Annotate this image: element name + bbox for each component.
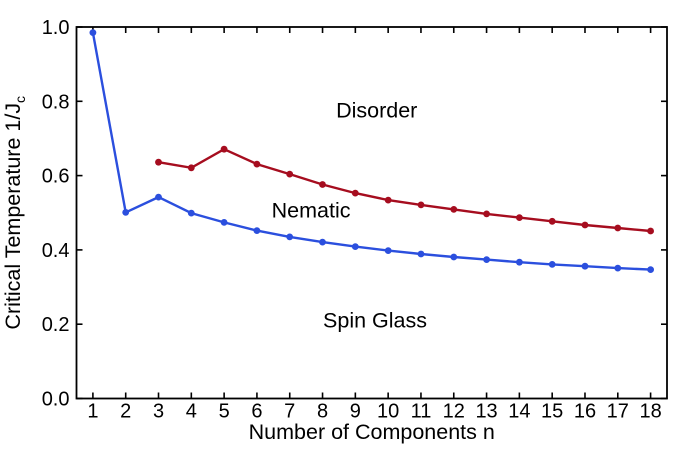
spin-glass-nematic-boundary-point (483, 256, 490, 263)
x-tick-label: 18 (639, 401, 661, 423)
nematic-disorder-boundary-point (155, 158, 162, 166)
spin-glass-nematic-boundary-point (286, 233, 294, 241)
nematic-disorder-boundary-point (548, 217, 556, 225)
spin-glass-nematic-boundary-point (417, 250, 425, 258)
x-tick-label: 5 (219, 401, 230, 423)
x-tick-label: 6 (251, 401, 262, 423)
y-axis-label-subscript: c (12, 96, 28, 103)
spin-glass-nematic-boundary-point (187, 209, 195, 217)
nematic-disorder-boundary-point (581, 221, 589, 229)
spin-glass-nematic-boundary-point (516, 258, 523, 266)
spin-glass-nematic-boundary-point (581, 262, 589, 270)
region-label-nematic: Nematic (272, 199, 351, 223)
nematic-disorder-boundary-point (253, 160, 261, 168)
y-tick-label: 0.2 (42, 314, 70, 336)
spin-glass-nematic-boundary-point (253, 227, 261, 235)
spin-glass-nematic-boundary-point (351, 243, 359, 251)
nematic-disorder-boundary-point (417, 201, 425, 209)
y-axis-label: Critical Temperature 1/Jc (1, 96, 28, 330)
x-tick-label: 12 (443, 401, 465, 423)
spin-glass-nematic-boundary-point (450, 253, 458, 261)
spin-glass-nematic-boundary-point (384, 247, 392, 255)
x-tick-label: 10 (377, 401, 399, 423)
y-tick-label: 1.0 (42, 17, 70, 39)
spin-glass-nematic-boundary-point (220, 219, 228, 226)
nematic-disorder-boundary-point (319, 181, 326, 188)
nematic-disorder-boundary-point (351, 189, 359, 197)
spin-glass-nematic-boundary-point (319, 238, 326, 246)
x-tick-label: 13 (475, 401, 497, 423)
x-tick-label: 1 (87, 401, 98, 423)
x-tick-label: 7 (284, 401, 295, 423)
y-tick-label: 0.6 (42, 166, 70, 188)
nematic-disorder-boundary-point (220, 145, 228, 153)
region-label-spin-glass: Spin Glass (323, 309, 427, 333)
plot-frame (75, 26, 668, 400)
y-tick-label: 0.8 (42, 91, 70, 113)
x-tick-label: 2 (120, 401, 131, 423)
spin-glass-nematic-boundary-point (89, 29, 97, 36)
spin-glass-nematic-boundary-point (647, 266, 654, 273)
nematic-disorder-boundary-point (450, 206, 458, 213)
x-tick-label: 14 (508, 401, 530, 423)
y-tick-label: 0.4 (42, 240, 70, 262)
nematic-disorder-boundary-point (187, 164, 195, 172)
spin-glass-nematic-boundary-point (614, 264, 622, 272)
x-tick-label: 15 (541, 401, 563, 423)
nematic-disorder-boundary-point (384, 196, 392, 204)
nematic-disorder-boundary-point (647, 227, 654, 235)
x-tick-label: 17 (607, 401, 629, 423)
nematic-disorder-boundary-point (286, 170, 294, 178)
x-tick-label: 4 (186, 401, 197, 423)
nematic-disorder-boundary-line (158, 147, 651, 233)
spin-glass-nematic-boundary-point (548, 261, 556, 268)
x-tick-label: 8 (317, 401, 328, 423)
nematic-disorder-boundary-point (483, 210, 490, 218)
nematic-disorder-boundary-point (614, 224, 622, 232)
region-label-disorder: Disorder (336, 98, 417, 122)
x-tick-label: 9 (350, 401, 361, 423)
spin-glass-nematic-boundary-line (91, 32, 651, 271)
x-tick-label: 11 (411, 401, 432, 423)
x-tick-label: 3 (153, 401, 164, 423)
x-tick-label: 16 (574, 401, 596, 423)
x-axis-label: Number of Components n (249, 420, 495, 444)
spin-glass-nematic-boundary-point (122, 209, 130, 216)
y-tick-label: 0.0 (42, 389, 70, 411)
spin-glass-nematic-boundary-point (155, 193, 162, 201)
nematic-disorder-boundary-point (516, 214, 523, 222)
